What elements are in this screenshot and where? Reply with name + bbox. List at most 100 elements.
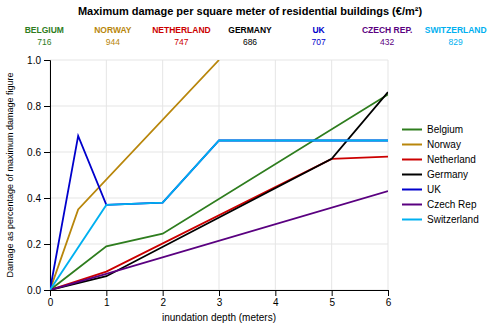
tick-mark bbox=[219, 290, 220, 296]
line bbox=[50, 191, 388, 290]
legend-swatch bbox=[402, 174, 422, 176]
tick-label: 0.2 bbox=[27, 239, 41, 250]
tick-mark bbox=[44, 198, 50, 199]
annotation-name: BELGIUM bbox=[25, 25, 64, 35]
tick-label: 4 bbox=[273, 297, 279, 308]
annotation-value: 707 bbox=[311, 37, 325, 47]
grid-line-x bbox=[219, 60, 220, 290]
tick: 0.0 bbox=[27, 285, 50, 296]
tick: 0.8 bbox=[27, 101, 50, 112]
x-axis-title: inundation depth (meters) bbox=[162, 312, 276, 323]
tick: 3 bbox=[217, 290, 223, 308]
legend-item: Germany bbox=[402, 169, 468, 180]
y-axis: 0.0 0.2 0.4 0.6 0.8 1.0 bbox=[27, 55, 50, 296]
tick: 0 bbox=[48, 290, 54, 308]
legend-swatch bbox=[402, 204, 422, 206]
legend-swatch bbox=[402, 144, 422, 146]
tick-label: 0.0 bbox=[27, 285, 41, 296]
axis-domain bbox=[44, 61, 51, 291]
annotation-value: 829 bbox=[449, 37, 463, 47]
legend-label: Czech Rep bbox=[427, 199, 477, 210]
tick-mark bbox=[44, 244, 50, 245]
tick-label: 6 bbox=[386, 297, 392, 308]
line bbox=[50, 141, 388, 291]
grid-line-x bbox=[331, 60, 332, 290]
legend-item: Norway bbox=[402, 139, 461, 150]
tick-mark bbox=[44, 106, 50, 107]
legend-label: Netherland bbox=[427, 154, 476, 165]
legend-swatch bbox=[402, 129, 422, 131]
line bbox=[50, 92, 388, 290]
annotation-value: 716 bbox=[37, 37, 51, 47]
grid-line-x bbox=[162, 60, 163, 290]
annotation-name: NETHERLAND bbox=[152, 25, 211, 35]
tick-mark bbox=[275, 290, 276, 296]
tick: 0.4 bbox=[27, 193, 50, 204]
tick-mark bbox=[44, 152, 50, 153]
legend-label: Norway bbox=[427, 139, 461, 150]
annotation-name: CZECH REP. bbox=[362, 25, 412, 35]
tick: 0.2 bbox=[27, 239, 50, 250]
line bbox=[50, 60, 219, 290]
tick-mark bbox=[388, 290, 389, 296]
y-axis-title: Damage as percentage of maximum damage f… bbox=[5, 72, 15, 277]
tick: 5 bbox=[329, 290, 335, 308]
annotation-name: UK bbox=[312, 25, 325, 35]
legend-label: UK bbox=[427, 184, 441, 195]
grid-line-y bbox=[50, 244, 388, 245]
legend: Belgium Norway Netherland Germany UK Czech Re… bbox=[402, 124, 479, 225]
tick: 0.6 bbox=[27, 147, 50, 158]
annotation-name: NORWAY bbox=[94, 25, 132, 35]
tick-label: 1 bbox=[104, 297, 110, 308]
tick-label: 0.8 bbox=[27, 101, 41, 112]
x-axis: 0 1 2 3 4 5 6 bbox=[48, 290, 392, 308]
annotation-value: 747 bbox=[174, 37, 188, 47]
tick-mark bbox=[44, 290, 50, 291]
annotation-name: SWITZERLAND bbox=[425, 25, 487, 35]
annotation-value: 686 bbox=[243, 37, 257, 47]
tick: 6 bbox=[386, 290, 392, 308]
tick-mark bbox=[332, 290, 333, 296]
line bbox=[50, 157, 388, 290]
legend-swatch bbox=[402, 189, 422, 191]
legend-item: Switzerland bbox=[402, 214, 479, 225]
annotation-name: GERMANY bbox=[228, 25, 272, 35]
legend-item: Czech Rep bbox=[402, 199, 477, 210]
legend-swatch bbox=[402, 159, 422, 161]
tick-label: 0.6 bbox=[27, 147, 41, 158]
annotation-value: 944 bbox=[106, 37, 120, 47]
grid bbox=[50, 60, 388, 290]
line bbox=[50, 136, 388, 290]
grid-line-x bbox=[275, 60, 276, 290]
grid-line-y bbox=[50, 106, 388, 107]
tick-label: 0 bbox=[48, 297, 54, 308]
legend-label: Germany bbox=[427, 169, 468, 180]
line bbox=[50, 95, 388, 291]
tick-label: 2 bbox=[160, 297, 166, 308]
tick-label: 1.0 bbox=[27, 55, 41, 66]
chart: Maximum damage per square meter of resid… bbox=[0, 0, 500, 326]
tick-label: 3 bbox=[217, 297, 223, 308]
tick-label: 5 bbox=[329, 297, 335, 308]
title: Maximum damage per square meter of resid… bbox=[78, 5, 422, 17]
plot: 0 1 2 3 4 5 6 0.0 0.2 0.4 0.6 0.8 1.0 bbox=[27, 55, 392, 308]
tick: 1.0 bbox=[27, 55, 50, 66]
legend-item: Belgium bbox=[402, 124, 463, 135]
legend-label: Belgium bbox=[427, 124, 463, 135]
lines bbox=[50, 60, 388, 290]
axis-domain bbox=[51, 291, 389, 297]
legend-swatch bbox=[402, 219, 422, 221]
tick: 1 bbox=[104, 290, 110, 308]
legend-item: UK bbox=[402, 184, 441, 195]
tick: 2 bbox=[160, 290, 166, 308]
tick-mark bbox=[163, 290, 164, 296]
tick-mark bbox=[44, 60, 50, 61]
tick-label: 0.4 bbox=[27, 193, 41, 204]
annotations: BELGIUM 716 NORWAY 944 NETHERLAND 747 GERMANY 6… bbox=[25, 25, 487, 47]
tick: 4 bbox=[273, 290, 279, 308]
annotation-value: 432 bbox=[380, 37, 394, 47]
grid-line-x bbox=[106, 60, 107, 290]
legend-item: Netherland bbox=[402, 154, 476, 165]
tick-mark bbox=[106, 290, 107, 296]
legend-label: Switzerland bbox=[427, 214, 479, 225]
